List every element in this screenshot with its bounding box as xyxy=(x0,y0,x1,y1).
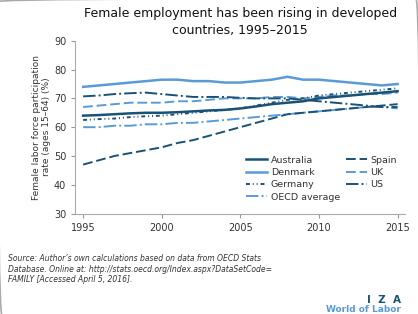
Y-axis label: Female labor force participation
rate (ages 15–64) (%): Female labor force participation rate (a… xyxy=(32,55,51,200)
Legend: Australia, Denmark, Germany, OECD average, Spain, UK, US: Australia, Denmark, Germany, OECD averag… xyxy=(243,152,401,205)
Title: Female employment has been rising in developed
countries, 1995–2015: Female employment has been rising in dev… xyxy=(84,7,397,37)
Text: World of Labor: World of Labor xyxy=(326,305,401,314)
Text: Source: Author’s own calculations based on data from OECD Stats
Database. Online: Source: Author’s own calculations based … xyxy=(8,254,273,284)
Text: I  Z  A: I Z A xyxy=(367,295,401,305)
